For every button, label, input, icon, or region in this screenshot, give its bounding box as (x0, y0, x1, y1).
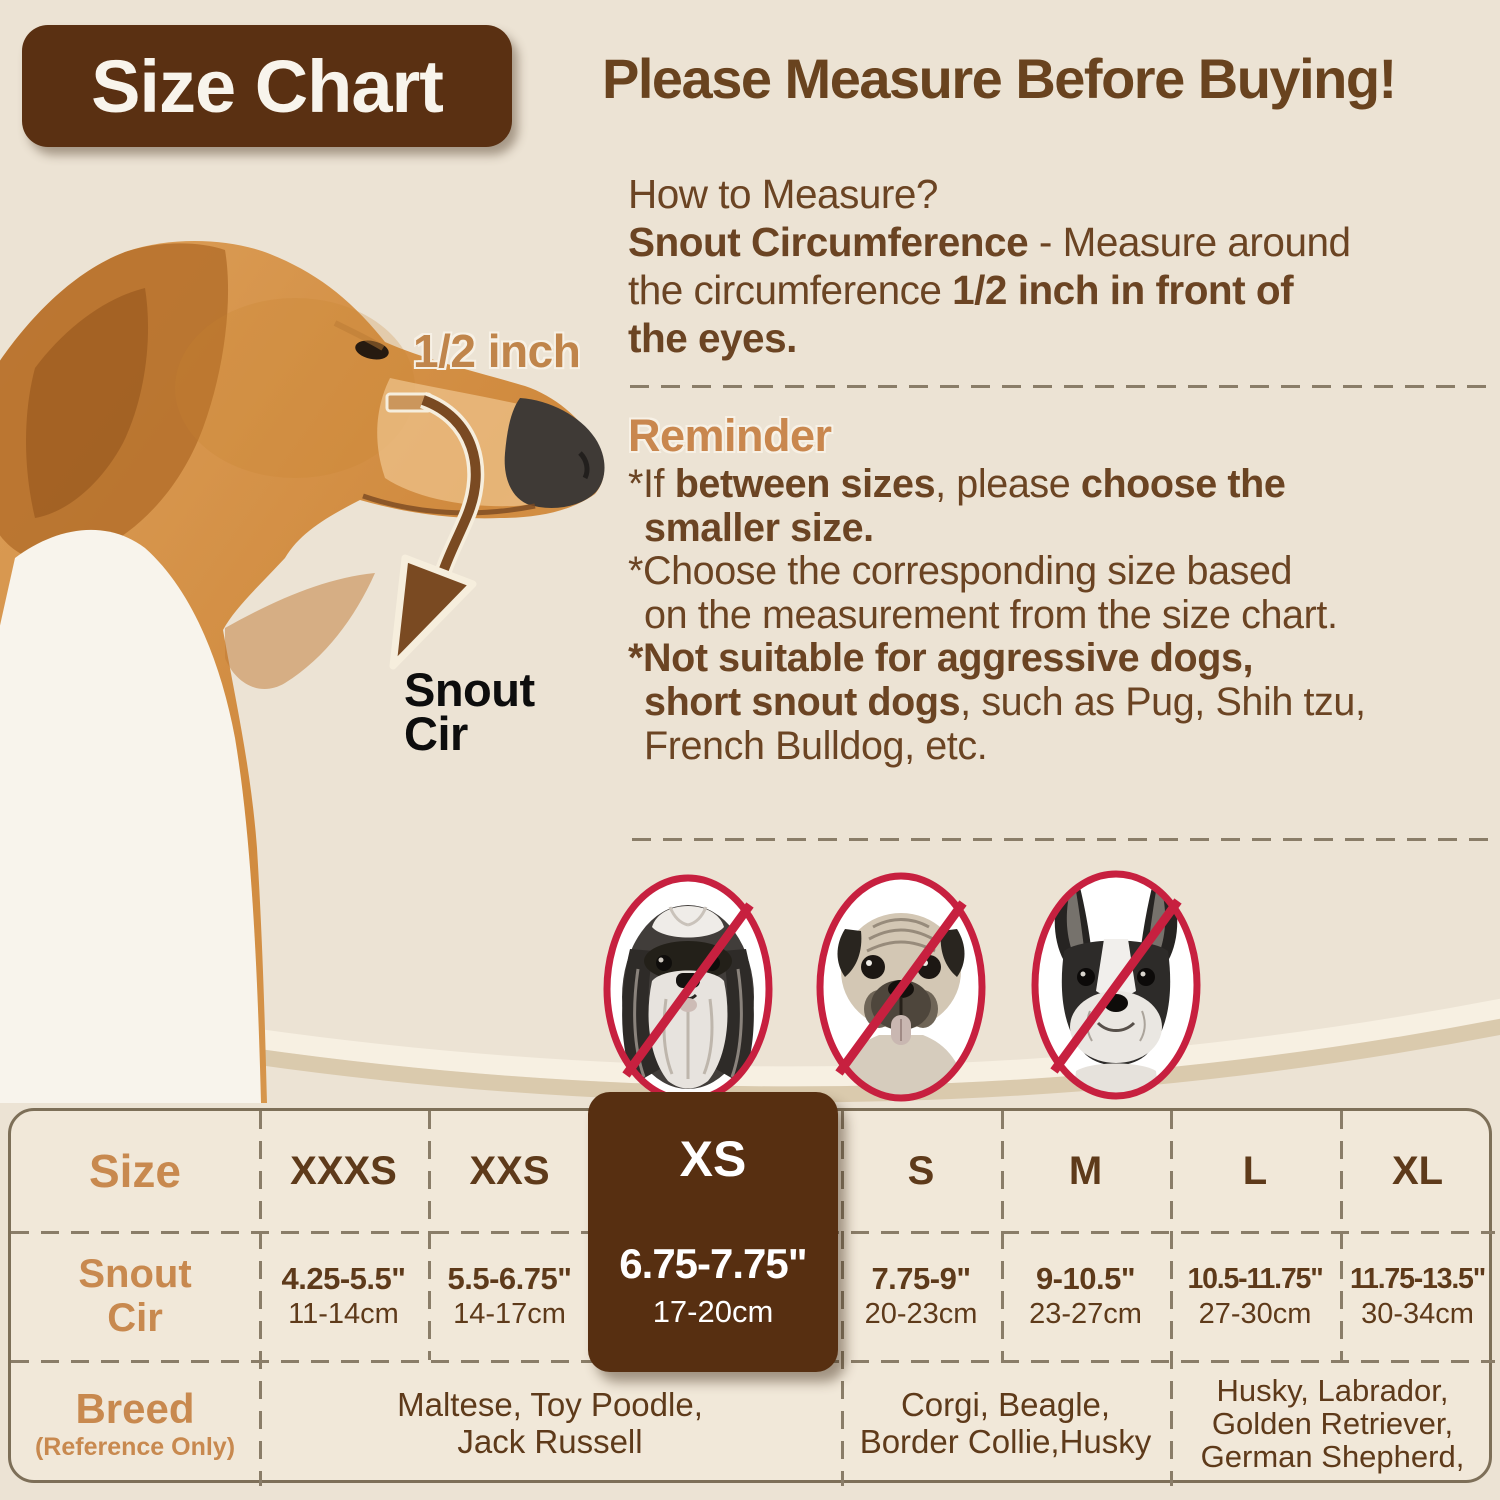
how-to-line2: Snout Circumference - Measure around (628, 219, 1351, 265)
table-header-s: S (907, 1148, 935, 1193)
french-bulldog-prohibited-icon (1031, 870, 1201, 1100)
snout-cir-label: Snout Cir (404, 663, 535, 760)
page-title: Size Chart (91, 44, 444, 128)
dog-cheek-shading (175, 298, 415, 478)
size-chart-title-badge: Size Chart (22, 25, 512, 147)
separator-top (630, 385, 1488, 388)
how-to-measure-block: How to Measure? Snout Circumference - Me… (628, 170, 1498, 362)
reminder-bullet3-line3: French Bulldog, etc. (644, 723, 988, 768)
table-cell-snout-xl: 11.75-13.5" 30-34cm (1349, 1262, 1486, 1330)
shih-tzu-prohibited-icon (603, 874, 773, 1104)
dog-nostril (578, 451, 590, 480)
pug-prohibited-icon (816, 872, 986, 1102)
dog-mouth-line (362, 493, 536, 516)
reminder-list: *If between sizes, please choose the sma… (628, 462, 1500, 768)
reminder-title: Reminder (628, 410, 832, 461)
reminder-bullet2-line2: on the measurement from the size chart. (644, 592, 1338, 637)
highlighted-size-xs: XS 6.75-7.75" 17-20cm (588, 1092, 838, 1372)
table-col-divider (1340, 1111, 1343, 1360)
dog-head (0, 240, 605, 1103)
arrowhead (389, 554, 477, 670)
table-header-xxxs: XXXS (290, 1148, 397, 1193)
xs-cm-value: 17-20cm (652, 1294, 774, 1329)
table-cell-breed-small: Maltese, Toy Poodle, Jack Russell (397, 1386, 703, 1460)
table-header-xl: XL (1391, 1148, 1444, 1193)
table-col-divider (259, 1111, 262, 1486)
dog-brow (333, 320, 385, 351)
how-to-line3: the circumference 1/2 inch in front of (628, 267, 1294, 313)
xs-size-label: XS (679, 1131, 747, 1187)
dog-neck-shadow (225, 573, 375, 689)
table-cell-breed-large: Husky, Labrador, Golden Retriever, Germa… (1200, 1372, 1465, 1474)
reminder-bullet1-line1: *If between sizes, please choose the (628, 462, 1286, 506)
dog-nose (504, 398, 605, 508)
table-col-divider (1001, 1111, 1004, 1360)
dog-chest-fur (0, 529, 261, 1103)
reminder-bullet3-line1: *Not suitable for aggressive dogs, (628, 636, 1254, 681)
table-header-l: L (1242, 1148, 1268, 1193)
table-rowlabel-breed: Breed (Reference Only) (34, 1384, 236, 1461)
table-cell-snout-m: 9-10.5" 23-27cm (1029, 1260, 1142, 1330)
dog-ear-inner (26, 288, 149, 518)
table-col-divider (1170, 1111, 1173, 1486)
reminder-bullet1-line2: smaller size. (644, 505, 874, 550)
reminder-bullet3-line2: short snout dogs, such as Pug, Shih tzu, (644, 679, 1366, 724)
table-header-size: Size (88, 1145, 182, 1197)
table-cell-snout-xxxs: 4.25-5.5" 11-14cm (281, 1260, 406, 1330)
size-table: Size XXXS XXS S M L XL Snout Cir 4.25-5.… (8, 1108, 1495, 1486)
half-inch-label: 1/2 inch (413, 325, 581, 377)
table-col-divider (428, 1111, 431, 1360)
table-header-m: M (1068, 1148, 1103, 1193)
xs-inches-value: 6.75-7.75" (619, 1240, 807, 1287)
table-cell-snout-l: 10.5-11.75" 27-30cm (1187, 1262, 1323, 1330)
reminder-bullet2-line1: *Choose the corresponding size based (628, 549, 1293, 594)
how-to-line4: the eyes. (628, 315, 797, 361)
table-header-xxs: XXS (469, 1148, 550, 1193)
measure-arrow-icon (385, 392, 485, 670)
headline: Please Measure Before Buying! (602, 47, 1397, 110)
separator-bottom (632, 838, 1490, 841)
table-cell-snout-xxs: 5.5-6.75" 14-17cm (447, 1260, 572, 1330)
table-rowlabel-snout-cir: Snout Cir (78, 1251, 192, 1340)
table-cell-snout-s: 7.75-9" 20-23cm (864, 1260, 978, 1330)
table-col-divider (841, 1111, 844, 1486)
dog-photo (0, 240, 605, 1103)
how-to-line1: How to Measure? (628, 171, 938, 217)
table-cell-breed-medium: Corgi, Beagle, Border Collie,Husky (859, 1386, 1152, 1460)
